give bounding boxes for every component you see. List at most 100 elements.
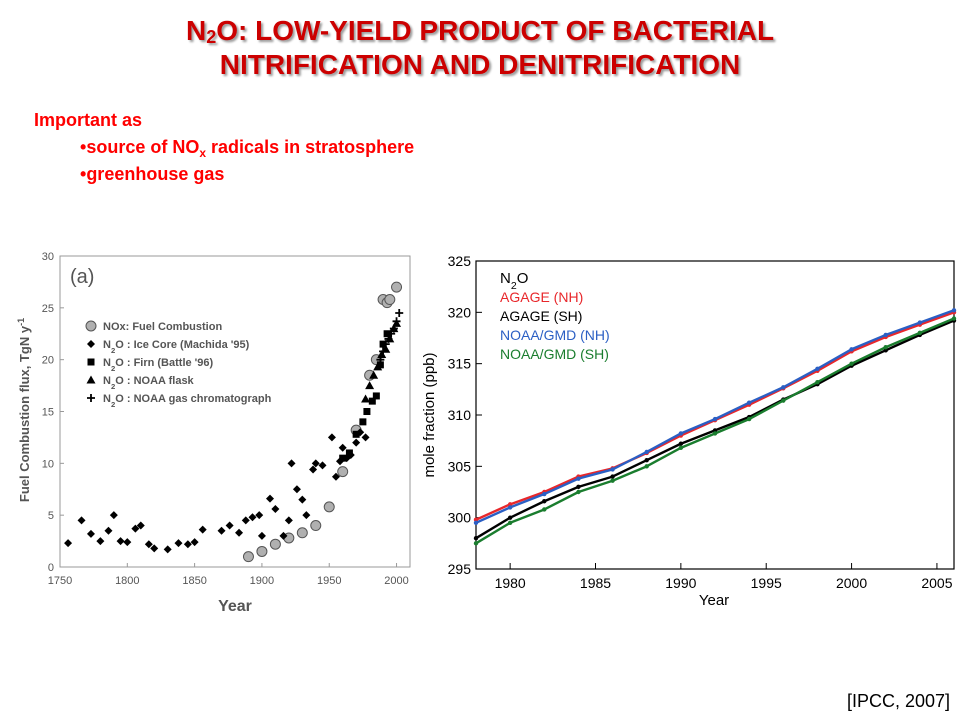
chart-a-point-n2o-ice-core-machida-95 xyxy=(266,494,274,503)
chart-b-point-noaa-gmd-nh xyxy=(712,416,718,422)
chart-a-point-n2o-ice-core-machida-95 xyxy=(327,433,336,442)
chart-b-point-agage-sh xyxy=(542,499,547,504)
chart-a-x-tick-label: 1950 xyxy=(317,575,341,587)
chart-b-point-noaa-gmd-nh xyxy=(542,491,547,497)
chart-a-point-n2o-ice-core-machida-95 xyxy=(292,485,301,494)
chart-a-point-n2o-ice-core-machida-95 xyxy=(64,539,73,548)
chart-a-legend-label-n2o-firn-battle-96: N2O : Firn (Battle '96) xyxy=(103,357,214,373)
chart-b-point-agage-sh xyxy=(576,484,581,490)
chart-a-point-n2o-ice-core-machida-95 xyxy=(235,528,244,537)
chart-b-legend-label-agage-sh: AGAGE (SH) xyxy=(500,308,582,324)
chart-b-legend-label-noaa-gmd-nh: NOAA/GMD (NH) xyxy=(500,327,610,343)
chart-b-x-axis-label: Year xyxy=(699,592,729,609)
chart-a-point-n2o-noaa-flask xyxy=(365,381,375,390)
slide-title: N2O: LOW-YIELD PRODUCT OF BACTERIAL NITR… xyxy=(0,14,960,82)
chart-a-point-nox-fuel-combustion xyxy=(296,527,308,539)
chart-b-point-noaa-gmd-nh xyxy=(678,431,684,436)
chart-b-y-tick-label: 295 xyxy=(448,561,472,577)
chart-a-point-n2o-ice-core-machida-95 xyxy=(183,540,192,549)
chart-a-x-axis-label: Year xyxy=(218,598,252,615)
chart-a-point-n2o-noaa-flask xyxy=(369,370,379,379)
title-subscript: 2 xyxy=(206,27,217,47)
chart-a-point-n2o-ice-core-machida-95 xyxy=(217,526,226,535)
chart-b-x-tick-label: 2000 xyxy=(836,575,867,591)
chart-a-y-tick-label: 15 xyxy=(42,407,54,419)
chart-b-point-agage-sh xyxy=(610,474,615,479)
chart-b-legend-label-noaa-gmd-sh: NOAA/GMD (SH) xyxy=(500,346,609,362)
chart-b-point-noaa-gmd-sh xyxy=(815,379,820,385)
chart-a-point-n2o-firn-battle-96 xyxy=(339,454,347,462)
intro-text: Important as source of NOx radicals in s… xyxy=(34,107,414,188)
chart-a-legend-label-n2o-ice-core-machida-95: N2O : Ice Core (Machida '95) xyxy=(103,339,250,355)
chart-b-x-tick-label: 1990 xyxy=(665,575,696,591)
bullet-greenhouse: greenhouse gas xyxy=(80,161,414,188)
chart-a-x-tick-label: 1900 xyxy=(250,575,274,587)
chart-a-point-n2o-noaa-flask xyxy=(377,349,387,358)
chart-a-point-n2o-ice-core-machida-95 xyxy=(198,525,207,534)
chart-a-point-n2o-firn-battle-96 xyxy=(383,330,391,338)
chart-b-point-noaa-gmd-nh xyxy=(849,347,854,352)
chart-a-point-n2o-noaa-gas-chromatograph xyxy=(395,309,404,318)
chart-b-point-noaa-gmd-nh xyxy=(951,308,957,313)
chart-b-point-noaa-gmd-sh xyxy=(917,330,923,336)
slide-title-line-1: N2O: LOW-YIELD PRODUCT OF BACTERIAL xyxy=(0,14,960,48)
chart-a-point-n2o-ice-core-machida-95 xyxy=(225,521,234,530)
chart-b-point-noaa-gmd-nh xyxy=(917,320,923,325)
chart-a-x-tick-label: 1800 xyxy=(115,575,139,587)
chart-a-point-n2o-noaa-flask xyxy=(361,394,371,403)
chart-a-point-nox-fuel-combustion xyxy=(384,294,396,306)
bullet-nox: source of NOx radicals in stratosphere xyxy=(80,134,414,161)
chart-a-legend-marker-nox-fuel-combustion xyxy=(85,320,97,332)
chart-b-point-noaa-gmd-nh xyxy=(473,520,479,525)
chart-a-point-n2o-ice-core-machida-95 xyxy=(144,540,153,549)
chart-a-point-n2o-ice-core-machida-95 xyxy=(190,538,199,547)
chart-b-series xyxy=(473,308,957,546)
chart-b-legend-label-agage-nh: AGAGE (NH) xyxy=(500,289,583,305)
chart-b-point-agage-nh xyxy=(473,517,479,522)
chart-a-y-tick-label: 0 xyxy=(48,562,54,574)
chart-b-point-noaa-gmd-nh xyxy=(883,332,888,338)
chart-a-point-n2o-ice-core-machida-95 xyxy=(352,438,361,447)
chart-b-point-agage-sh xyxy=(473,536,479,541)
chart-a-point-n2o-noaa-gas-chromatograph xyxy=(384,334,393,343)
chart-a-y-tick-label: 10 xyxy=(42,458,54,470)
chart-b-x-tick-label: 2005 xyxy=(921,575,952,591)
chart-a-y-axis-label: Fuel Combustion flux, TgN y-1 xyxy=(16,318,32,502)
chart-a-point-n2o-firn-battle-96 xyxy=(352,430,360,438)
chart-b-y-tick-label: 320 xyxy=(448,304,472,320)
chart-b-point-noaa-gmd-nh xyxy=(610,467,615,472)
chart-b-point-agage-sh xyxy=(712,428,718,433)
fuel-combustion-chart: (a) 1750 1800 1850 1900 1950 2000 0 5 10 15 20 25 3… xyxy=(16,251,411,615)
chart-a-point-n2o-firn-battle-96 xyxy=(359,418,367,426)
chart-b-legend-title: N2O xyxy=(500,270,528,292)
chart-a-point-n2o-ice-core-machida-95 xyxy=(257,531,266,540)
chart-b-point-noaa-gmd-sh xyxy=(951,316,957,321)
chart-b-point-noaa-gmd-sh xyxy=(712,431,718,436)
chart-a-point-n2o-firn-battle-96 xyxy=(363,408,371,415)
chart-a-legend-marker-n2o-noaa-flask xyxy=(86,375,96,384)
chart-a-point-n2o-ice-core-machida-95 xyxy=(131,524,140,533)
chart-b-y-ticks: 295 300 305 310 315 320 325 xyxy=(448,253,482,577)
chart-b-y-tick-label: 310 xyxy=(448,407,472,423)
title-n: N xyxy=(185,15,207,46)
chart-b-point-noaa-gmd-sh xyxy=(849,361,854,366)
chart-a-y-tick-label: 5 xyxy=(48,510,54,522)
chart-a-point-n2o-ice-core-machida-95 xyxy=(116,537,125,546)
chart-b-point-noaa-gmd-sh xyxy=(542,507,547,512)
bullet-nox-rest: radicals in stratosphere xyxy=(206,137,415,157)
chart-b-x-ticks: 1980 1985 1990 1995 2000 2005 xyxy=(495,563,953,591)
chart-a-point-n2o-ice-core-machida-95 xyxy=(136,521,145,530)
chart-a-point-nox-fuel-combustion xyxy=(310,520,322,532)
source-credit: [IPCC, 2007] xyxy=(846,691,950,711)
chart-b-point-agage-nh xyxy=(507,502,513,507)
chart-b-plot-frame xyxy=(475,260,955,570)
chart-a-point-n2o-firn-battle-96 xyxy=(376,361,384,369)
chart-b-point-noaa-gmd-nh xyxy=(746,400,752,405)
chart-a-point-n2o-ice-core-machida-95 xyxy=(318,461,327,470)
chart-b-point-noaa-gmd-sh xyxy=(610,478,615,483)
chart-a-x-tick-label: 1850 xyxy=(182,575,206,587)
chart-b-y-tick-label: 315 xyxy=(448,356,472,372)
chart-a-panel-label: (a) xyxy=(70,266,94,288)
chart-a-legend-marker-n2o-noaa-gas-chromatograph xyxy=(87,394,95,402)
